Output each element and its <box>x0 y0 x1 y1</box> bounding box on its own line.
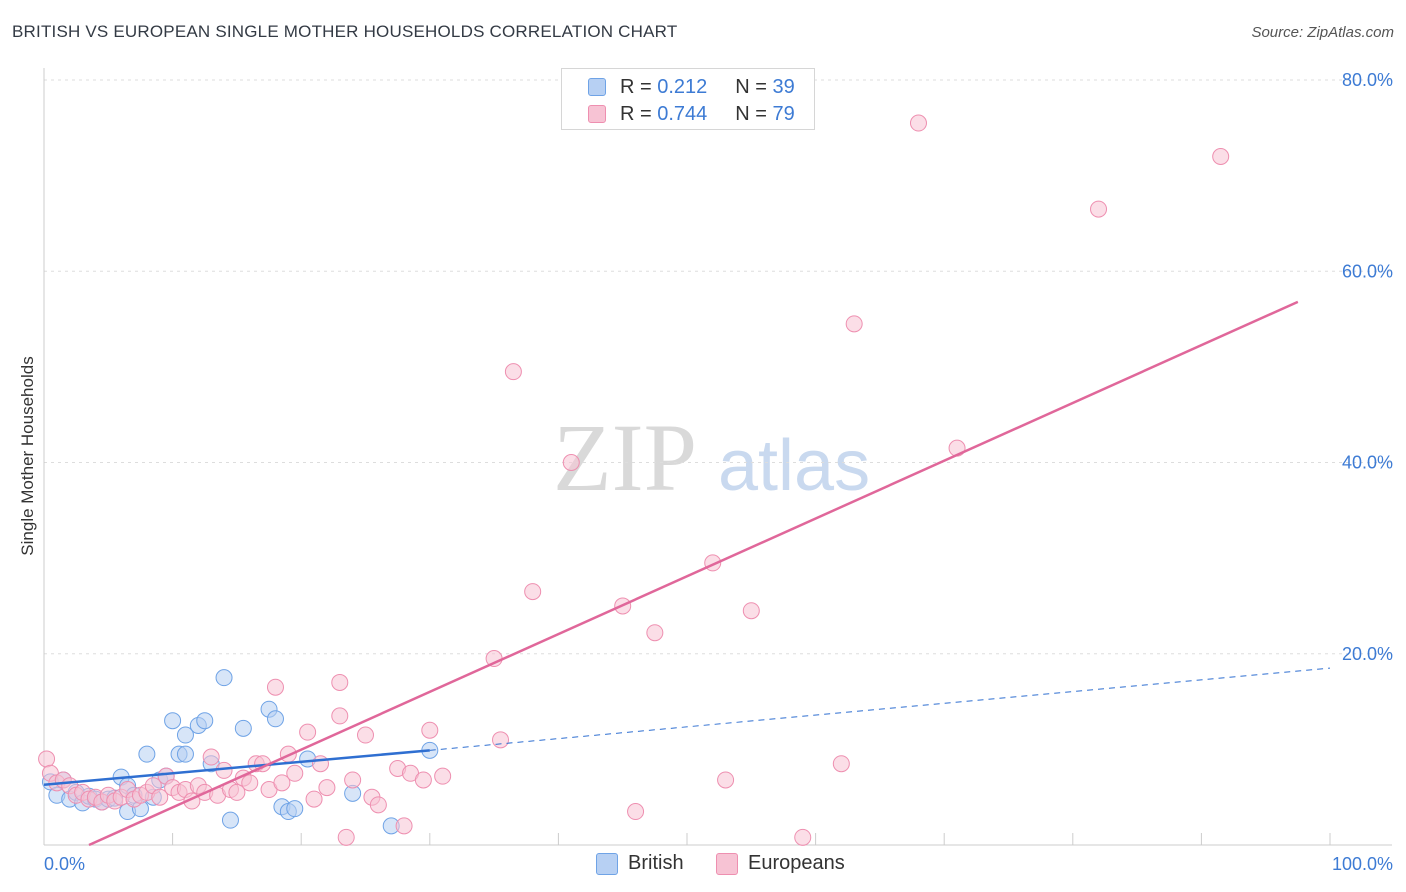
europeans-r-value: 0.744 <box>657 102 708 125</box>
europeans-point <box>305 790 323 808</box>
british-point <box>176 726 194 744</box>
watermark-atlas: atlas <box>718 426 870 506</box>
x-tick-label: 0.0% <box>44 854 85 874</box>
europeans-point <box>331 673 349 691</box>
trend-lines <box>43 300 1331 847</box>
y-tick-labels: 20.0% 40.0% 60.0% 80.0% <box>1342 70 1393 664</box>
british-point <box>266 710 284 728</box>
bottom-legend-british: British <box>596 852 684 875</box>
europeans-n-label: N = <box>735 102 767 125</box>
europeans-point <box>273 774 291 792</box>
europeans-legend-swatch <box>716 852 738 875</box>
europeans-point <box>357 726 374 744</box>
british-legend-swatch <box>596 852 618 875</box>
europeans-r-label: R = <box>620 102 652 125</box>
british-point <box>196 712 214 730</box>
legend-row-europeans: R = 0.744 N = 79 <box>588 101 795 127</box>
europeans-n-value: 79 <box>772 102 795 125</box>
europeans-point <box>311 755 329 773</box>
europeans-point <box>909 114 927 132</box>
british-point <box>176 745 194 763</box>
x-tick-label: 100.0% <box>1332 854 1393 874</box>
british-point <box>164 712 182 730</box>
europeans-point <box>202 748 220 766</box>
british-n-value: 39 <box>772 75 795 98</box>
british-point <box>138 745 156 763</box>
europeans-point <box>228 783 246 801</box>
british-legend-label: British <box>628 852 684 874</box>
bottom-legend-europeans: Europeans <box>716 852 845 875</box>
europeans-point <box>331 707 349 725</box>
europeans-point <box>794 828 812 846</box>
british-point <box>221 811 239 829</box>
europeans-point <box>1212 148 1230 165</box>
british-trend-line <box>43 749 430 787</box>
correlation-legend: R = 0.212 N = 39 R = 0.744 N = 79 <box>561 68 815 130</box>
europeans-point <box>38 750 56 768</box>
y-tick-label: 20.0% <box>1342 644 1393 664</box>
europeans-swatch <box>588 105 606 123</box>
europeans-point <box>742 602 760 620</box>
europeans-point <box>414 771 432 789</box>
british-swatch <box>588 78 606 96</box>
europeans-point <box>524 583 542 601</box>
x-tick-labels: 0.0% 100.0% <box>44 854 1393 874</box>
europeans-point <box>151 788 169 806</box>
europeans-point <box>562 454 580 471</box>
europeans-point <box>421 721 439 739</box>
europeans-point <box>832 755 850 773</box>
europeans-point <box>344 771 362 789</box>
watermark: ZIP atlas <box>553 404 870 511</box>
british-r-value: 0.212 <box>657 75 708 98</box>
y-tick-label: 80.0% <box>1342 70 1393 90</box>
europeans-point <box>492 731 510 749</box>
europeans-point <box>266 678 284 696</box>
british-n-label: N = <box>735 75 767 98</box>
europeans-point <box>318 779 336 797</box>
europeans-point <box>1090 200 1108 218</box>
source-label: Source: ZipAtlas.com <box>1251 24 1394 41</box>
europeans-point <box>845 315 863 333</box>
y-tick-label: 60.0% <box>1342 261 1393 281</box>
british-point <box>286 800 304 818</box>
europeans-point <box>717 771 735 789</box>
europeans-point <box>241 774 259 792</box>
y-tick-label: 40.0% <box>1342 453 1393 473</box>
europeans-point <box>299 723 317 741</box>
chart-title: BRITISH VS EUROPEAN SINGLE MOTHER HOUSEH… <box>12 22 678 41</box>
british-trend-extension <box>429 667 1331 751</box>
europeans-point <box>369 796 387 814</box>
british-point <box>215 669 233 687</box>
europeans-point <box>434 767 452 785</box>
europeans-point <box>395 817 413 835</box>
british-point <box>234 719 252 737</box>
europeans-legend-label: Europeans <box>748 852 845 874</box>
europeans-point <box>627 803 645 821</box>
europeans-trend-line <box>88 300 1299 847</box>
axes <box>43 68 1392 846</box>
europeans-point <box>286 764 304 782</box>
europeans-point <box>337 828 355 846</box>
british-r-label: R = <box>620 75 652 98</box>
europeans-point <box>646 624 664 642</box>
y-axis-label: Single Mother Households <box>18 356 37 556</box>
europeans-point <box>504 363 522 381</box>
legend-row-british: R = 0.212 N = 39 <box>588 74 795 100</box>
